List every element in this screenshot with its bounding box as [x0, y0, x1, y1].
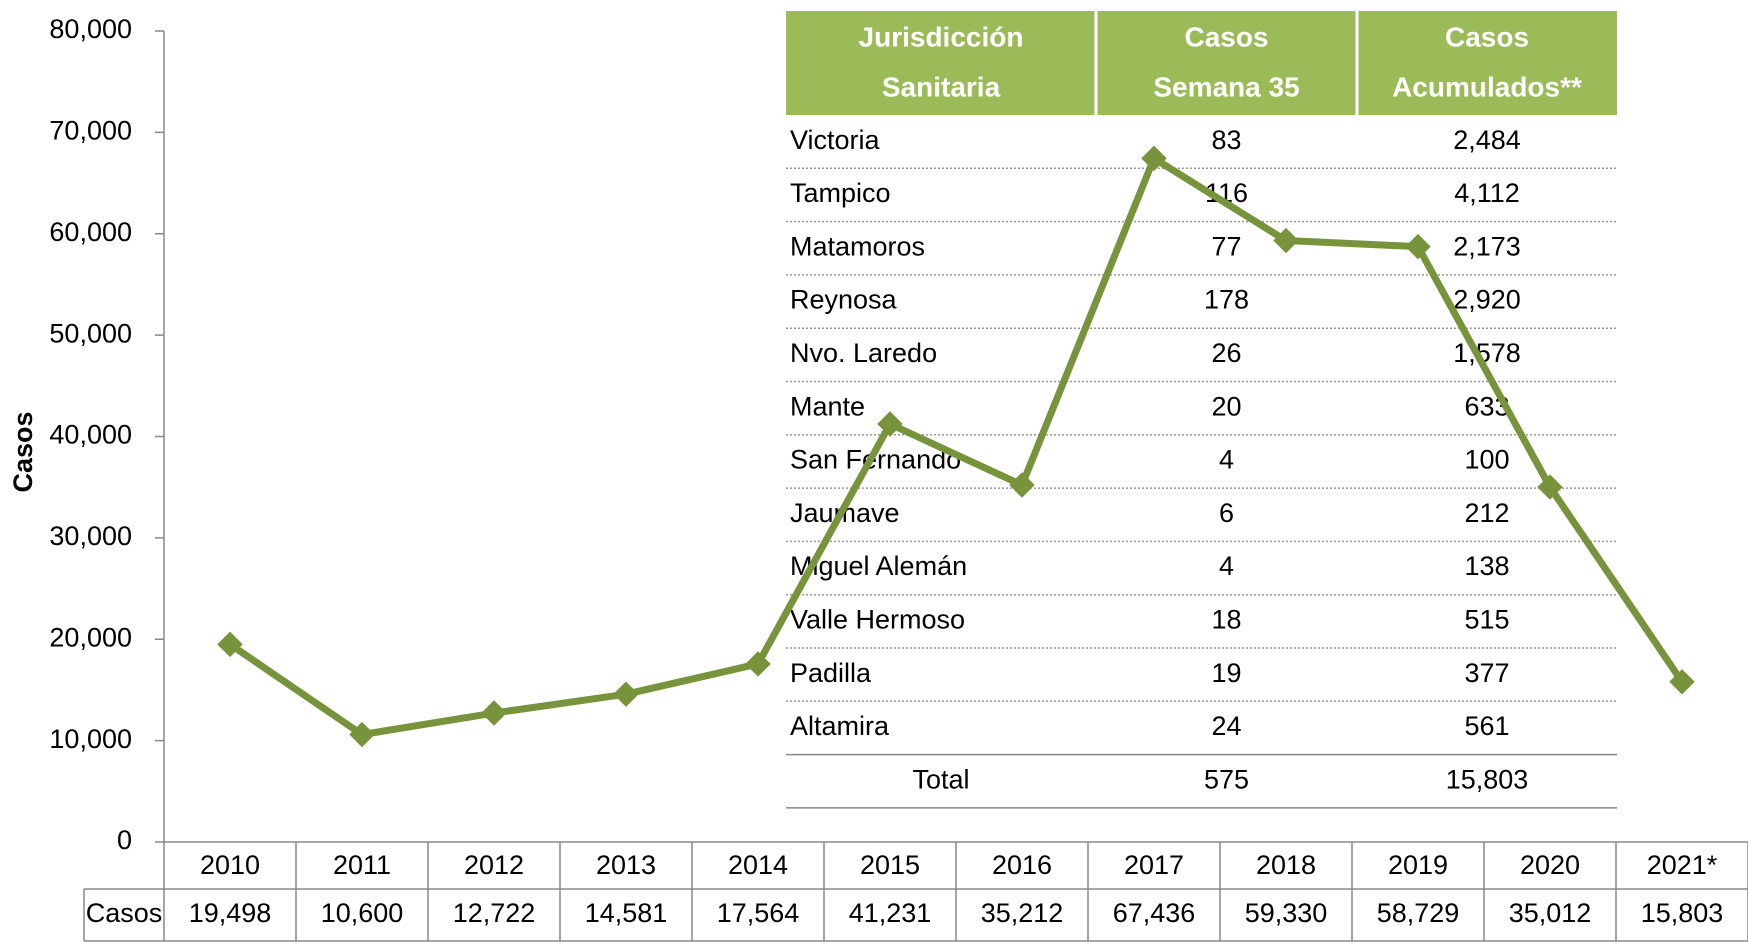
- table-header-text: Casos: [1445, 21, 1529, 52]
- x-tick-label: 2013: [596, 850, 656, 880]
- table-cell: 377: [1464, 658, 1509, 688]
- table-cell: 4: [1219, 445, 1234, 475]
- y-tick-label: 40,000: [49, 420, 132, 450]
- value-label: 41,231: [849, 898, 932, 928]
- value-label: 35,212: [981, 898, 1064, 928]
- table-header-text: Jurisdicción: [859, 21, 1024, 52]
- value-label: 14,581: [585, 898, 668, 928]
- table-header: [786, 11, 1617, 115]
- x-tick-label: 2011: [333, 850, 391, 880]
- table-total: Total: [912, 764, 969, 794]
- y-tick-label: 80,000: [49, 14, 132, 44]
- value-label: 15,803: [1641, 898, 1724, 928]
- marker: [613, 681, 639, 707]
- table-cell: 24: [1211, 711, 1241, 741]
- value-label: 67,436: [1113, 898, 1196, 928]
- table-cell: Altamira: [790, 711, 890, 741]
- table-cell: 4: [1219, 551, 1234, 581]
- table-cell: Matamoros: [790, 231, 925, 261]
- table-header-text: Sanitaria: [882, 71, 1001, 102]
- y-tick-label: 30,000: [49, 521, 132, 551]
- table-header-text: Casos: [1184, 21, 1268, 52]
- table-cell: 2,173: [1453, 231, 1521, 261]
- marker: [1405, 233, 1431, 260]
- marker: [745, 651, 771, 677]
- table-cell: Nvo. Laredo: [790, 338, 937, 368]
- x-tick-label: 2017: [1124, 850, 1184, 880]
- marker: [1009, 472, 1035, 498]
- table-header-text: Acumulados**: [1392, 71, 1582, 102]
- x-tick-label: 2014: [728, 850, 788, 880]
- marker: [481, 700, 507, 726]
- table-cell: Padilla: [790, 658, 872, 688]
- table-cell: 212: [1464, 498, 1509, 528]
- table-cell: 18: [1211, 604, 1241, 634]
- value-label: 35,012: [1509, 898, 1592, 928]
- x-tick-label: 2018: [1256, 850, 1316, 880]
- table-cell: 77: [1211, 231, 1241, 261]
- table-cell: 138: [1464, 551, 1509, 581]
- y-tick-label: 60,000: [49, 217, 132, 247]
- table-cell: 561: [1464, 711, 1509, 741]
- table-cell: 515: [1464, 604, 1509, 634]
- table-cell: 19: [1211, 658, 1241, 688]
- y-axis-label: Casos: [8, 411, 38, 492]
- x-tick-label: 2015: [860, 850, 920, 880]
- marker: [877, 411, 903, 437]
- y-tick-label: 0: [117, 825, 132, 855]
- table-cell: 4,112: [1454, 178, 1520, 208]
- x-tick-label: 2012: [464, 850, 524, 880]
- table-total: 575: [1204, 764, 1249, 794]
- y-tick-label: 10,000: [49, 724, 132, 754]
- value-label: 10,600: [321, 898, 404, 928]
- x-tick-label: 2019: [1388, 850, 1448, 880]
- y-tick-label: 50,000: [49, 318, 132, 348]
- table-cell: 20: [1211, 391, 1241, 421]
- table-cell: 100: [1464, 445, 1509, 475]
- value-label: 17,564: [717, 898, 800, 928]
- table-cell: Valle Hermoso: [790, 604, 965, 634]
- y-tick-label: 70,000: [49, 116, 132, 146]
- table-cell: 26: [1211, 338, 1241, 368]
- table-cell: 1,578: [1453, 338, 1521, 368]
- x-tick-label: 2020: [1520, 850, 1580, 880]
- x-tick-label: 2010: [200, 850, 260, 880]
- value-label: 12,722: [453, 898, 536, 928]
- marker: [217, 631, 243, 658]
- table-cell: Reynosa: [790, 285, 898, 315]
- table-cell: 2,484: [1453, 125, 1521, 155]
- y-tick-label: 20,000: [49, 622, 132, 652]
- table-cell: Mante: [790, 391, 865, 421]
- series-line: [228, 154, 1685, 739]
- table-cell: Victoria: [790, 125, 881, 155]
- value-label: 59,330: [1245, 898, 1328, 928]
- value-label: 58,729: [1377, 898, 1460, 928]
- x-tick-label: 2016: [992, 850, 1052, 880]
- table-total: 15,803: [1446, 764, 1529, 794]
- table-cell: Tampico: [790, 178, 891, 208]
- value-label: 19,498: [189, 898, 272, 928]
- table-cell: 178: [1204, 285, 1249, 315]
- table-cell: 2,920: [1453, 285, 1521, 315]
- series-label: Casos: [86, 898, 163, 928]
- table-header-text: Semana 35: [1153, 71, 1299, 102]
- table-cell: 83: [1211, 125, 1241, 155]
- marker: [349, 721, 375, 748]
- table-cell: 6: [1219, 498, 1234, 528]
- x-tick-label: 2021*: [1647, 850, 1718, 880]
